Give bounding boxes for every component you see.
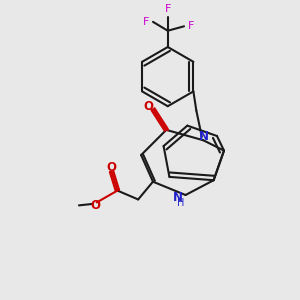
- Text: O: O: [106, 161, 116, 174]
- Text: O: O: [90, 199, 100, 212]
- Text: N: N: [173, 191, 183, 204]
- Text: F: F: [143, 17, 149, 27]
- Text: N: N: [199, 130, 209, 143]
- Text: O: O: [143, 100, 154, 113]
- Text: F: F: [165, 4, 171, 14]
- Text: H: H: [176, 198, 184, 208]
- Text: F: F: [188, 21, 194, 31]
